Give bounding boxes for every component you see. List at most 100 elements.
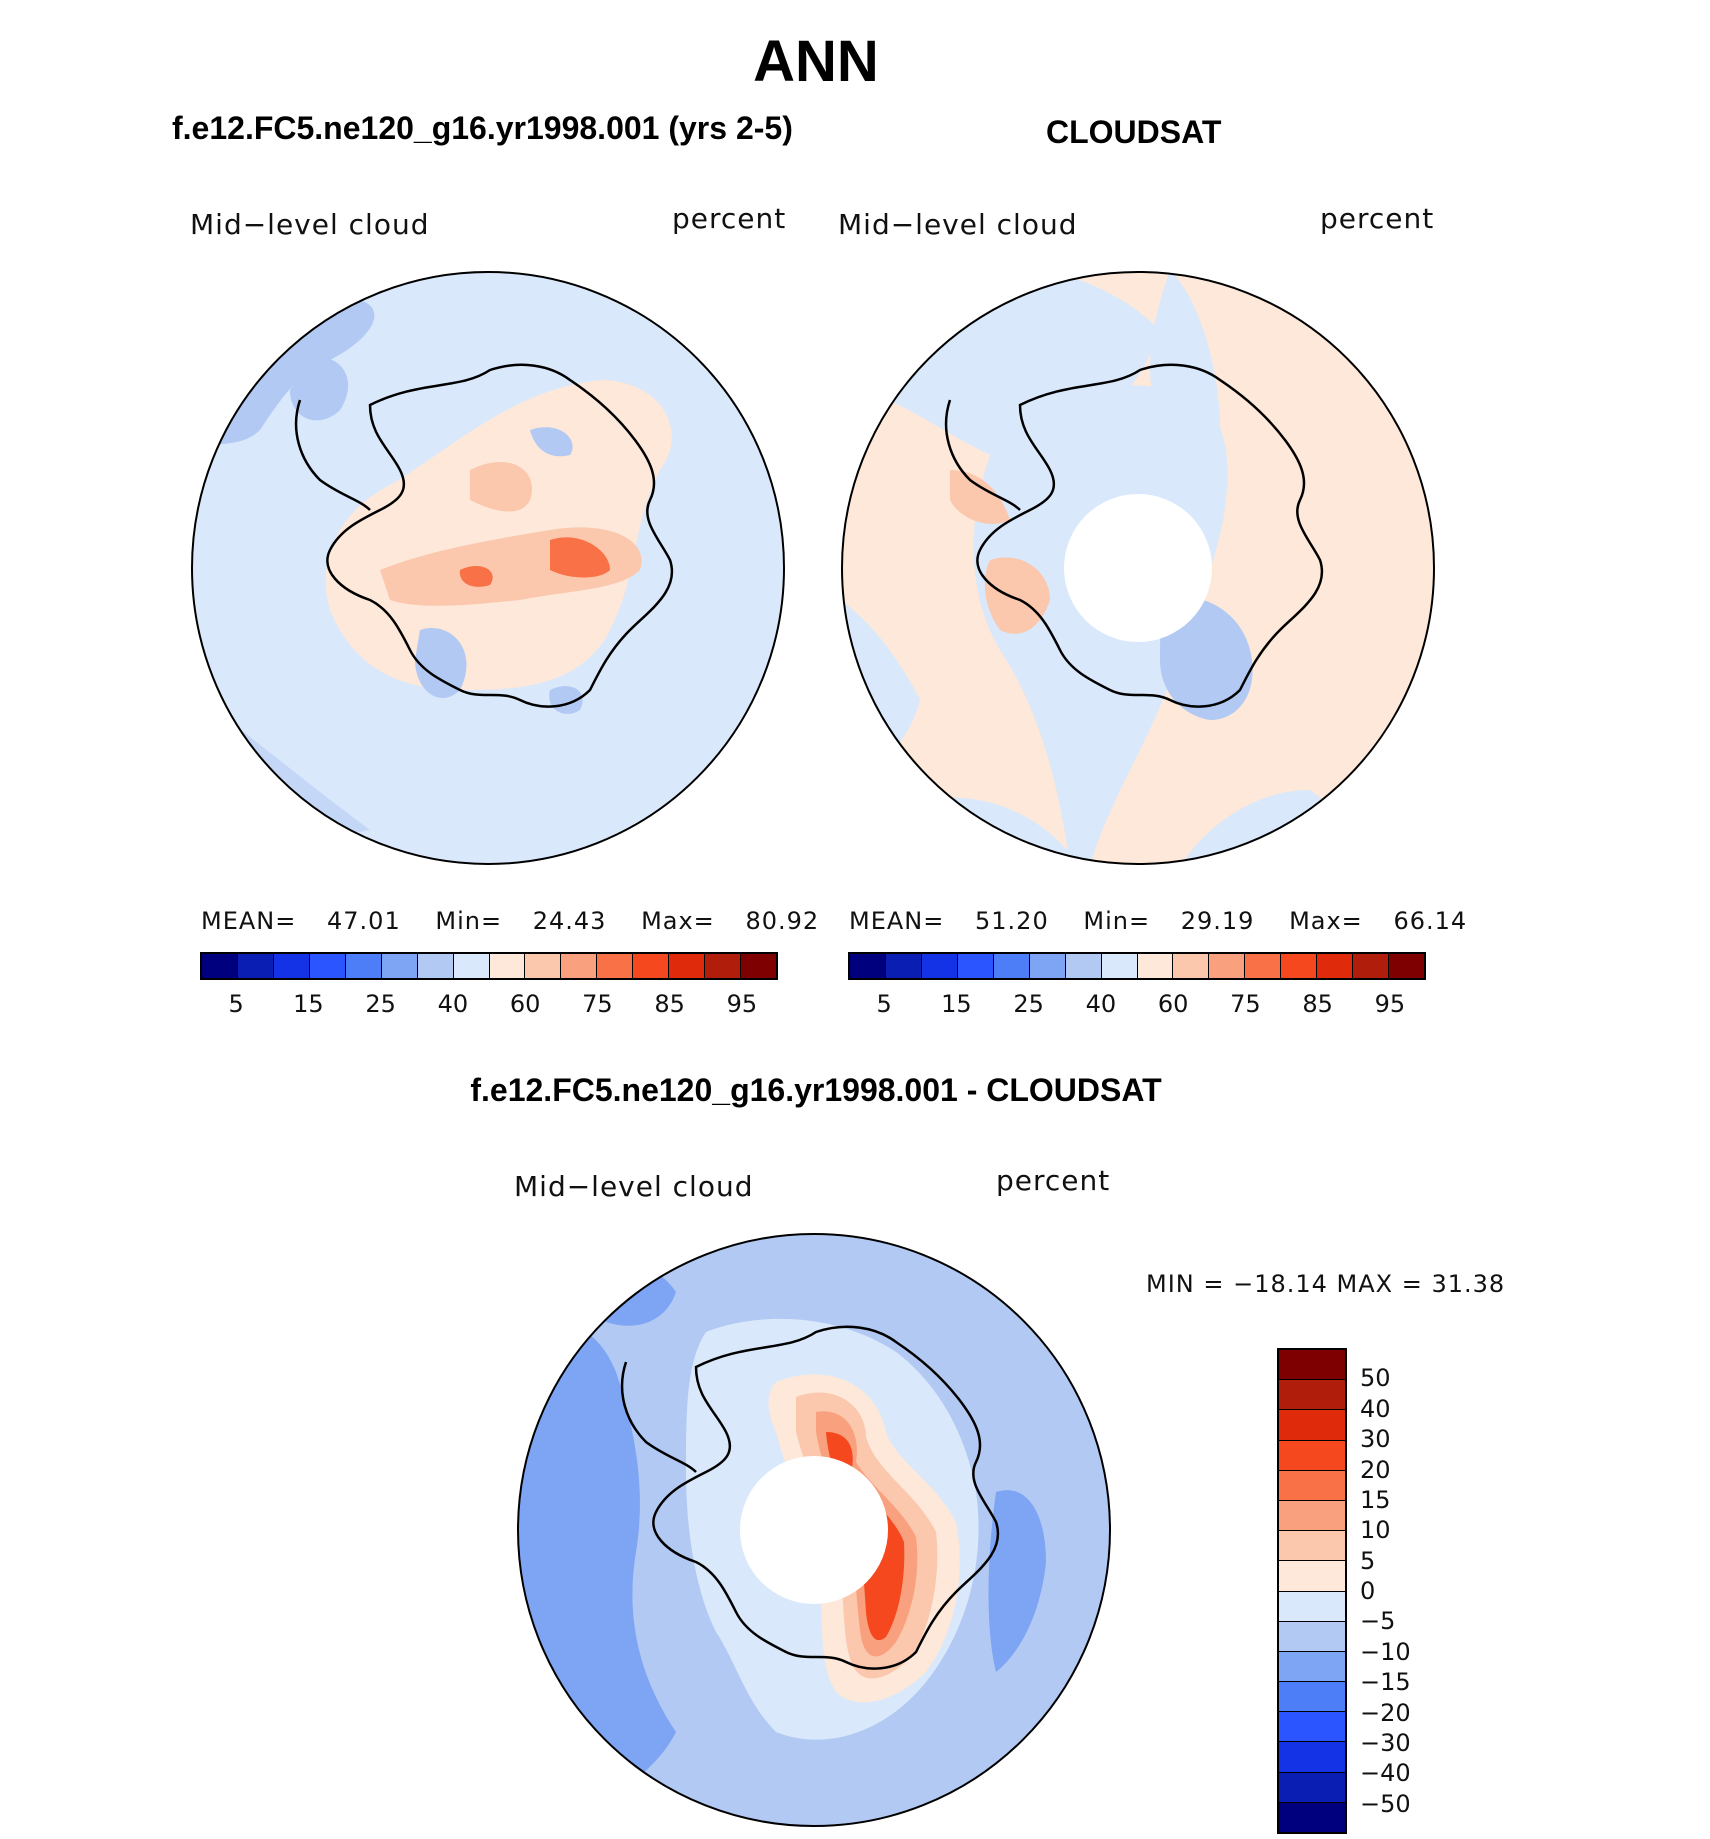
colorbar-tick-label: −40 <box>1360 1759 1411 1788</box>
colorbar-swatch <box>1279 1591 1345 1622</box>
mean-label: MEAN= <box>849 907 945 935</box>
model-units-label: percent <box>672 202 787 235</box>
colorbar-tick-label: −20 <box>1360 1698 1411 1727</box>
colorbar-swatch <box>202 954 238 978</box>
colorbar-swatch <box>1317 954 1354 978</box>
colorbar-tick-label: 60 <box>1157 990 1189 1018</box>
colorbar-tick-label: 30 <box>1360 1425 1391 1454</box>
colorbar-swatch <box>417 954 454 978</box>
max-label: Max= <box>641 907 715 935</box>
colorbar-swatch <box>273 954 310 978</box>
colorbar-swatch <box>1279 1802 1345 1832</box>
model-variable-label: Mid−level cloud <box>190 208 430 241</box>
colorbar-tick-label: 95 <box>1374 990 1406 1018</box>
colorbar-swatch <box>561 954 598 978</box>
obs-colorbar <box>848 952 1426 980</box>
colorbar-swatch <box>1279 1621 1345 1652</box>
obs-cloud-field <box>950 470 1010 524</box>
colorbar-swatch <box>453 954 490 978</box>
colorbar-swatch <box>1173 954 1210 978</box>
model-colorbar <box>200 952 778 980</box>
diff-coastline <box>652 1325 1000 1670</box>
min-value: 29.19 <box>1180 907 1255 935</box>
colorbar-swatch <box>1279 1682 1345 1713</box>
colorbar-swatch <box>525 954 562 978</box>
colorbar-tick-label: 85 <box>654 990 685 1018</box>
mean-label: MEAN= <box>201 907 297 935</box>
diff-minmax: MIN = −18.14 MAX = 31.38 <box>1146 1270 1506 1298</box>
obs-stats: MEAN= 51.20 Min= 29.19 Max= 66.14 <box>849 907 1467 935</box>
model-map <box>191 271 785 865</box>
colorbar-swatch <box>957 954 994 978</box>
diff-colorbar-ticks: 50 40 30 20 15 10 5 0 −5 −10 −15 −20 −30 −40 −50 <box>1360 1348 1460 1834</box>
obs-missing-data-hole <box>1064 494 1212 642</box>
colorbar-tick-label: 15 <box>941 990 972 1018</box>
colorbar-tick-label: 10 <box>1360 1516 1391 1545</box>
colorbar-swatch <box>1279 1500 1345 1532</box>
diff-units-label: percent <box>996 1164 1111 1197</box>
colorbar-swatch <box>1279 1561 1345 1592</box>
colorbar-tick-label: 95 <box>726 990 758 1018</box>
colorbar-swatch <box>345 954 382 978</box>
colorbar-swatch <box>1137 954 1174 978</box>
colorbar-swatch <box>1389 954 1424 978</box>
colorbar-tick-label: −10 <box>1360 1637 1411 1666</box>
obs-units-label: percent <box>1320 202 1435 235</box>
colorbar-tick-label: 75 <box>1230 990 1261 1018</box>
colorbar-tick-label: 40 <box>1360 1394 1391 1423</box>
max-value: 66.14 <box>1393 907 1468 935</box>
min-label: Min= <box>1083 907 1151 935</box>
obs-colorbar-ticks: 5 15 25 40 60 75 85 95 <box>848 990 1426 1020</box>
colorbar-swatch <box>741 954 776 978</box>
colorbar-swatch <box>309 954 346 978</box>
colorbar-swatch <box>1279 1380 1345 1411</box>
diff-peninsula-coastline <box>620 1361 697 1473</box>
colorbar-tick-label: 40 <box>1085 990 1117 1018</box>
colorbar-tick-label: 50 <box>1360 1364 1391 1393</box>
model-cloud-field <box>470 461 532 512</box>
model-map-border <box>191 271 785 865</box>
colorbar-swatch <box>669 954 706 978</box>
colorbar-tick-label: 25 <box>365 990 396 1018</box>
colorbar-swatch <box>237 954 274 978</box>
mean-value: 47.01 <box>327 907 401 935</box>
obs-coastline <box>976 363 1324 708</box>
colorbar-tick-label: 25 <box>1013 990 1044 1018</box>
colorbar-swatch <box>633 954 670 978</box>
colorbar-swatch <box>885 954 922 978</box>
obs-peninsula-coastline <box>944 399 1021 511</box>
colorbar-tick-label: −15 <box>1360 1668 1411 1697</box>
colorbar-swatch <box>1279 1440 1345 1471</box>
colorbar-tick-label: 5 <box>1360 1546 1376 1575</box>
model-coastline <box>326 363 674 708</box>
colorbar-swatch <box>921 954 958 978</box>
colorbar-tick-label: −5 <box>1360 1607 1396 1636</box>
diff-map <box>517 1233 1111 1827</box>
colorbar-tick-label: 60 <box>509 990 541 1018</box>
colorbar-tick-label: 5 <box>876 990 892 1018</box>
min-label: Min= <box>435 907 503 935</box>
mean-value: 51.20 <box>975 907 1049 935</box>
obs-panel-title: CLOUDSAT <box>1046 114 1222 150</box>
colorbar-swatch <box>1279 1350 1345 1381</box>
diff-missing-data-hole <box>740 1456 888 1604</box>
model-low-cloud-region <box>415 628 467 699</box>
diff-map-border <box>517 1233 1111 1827</box>
colorbar-swatch <box>489 954 526 978</box>
colorbar-tick-label: 75 <box>582 990 613 1018</box>
colorbar-tick-label: 15 <box>1360 1485 1391 1514</box>
colorbar-swatch <box>1279 1470 1345 1501</box>
model-panel-title: f.e12.FC5.ne120_g16.yr1998.001 (yrs 2-5) <box>172 110 793 146</box>
obs-variable-label: Mid−level cloud <box>838 208 1078 241</box>
colorbar-swatch <box>1101 954 1138 978</box>
obs-negative-cloud-region <box>1160 597 1253 720</box>
max-value: 80.92 <box>745 907 820 935</box>
colorbar-swatch <box>1245 954 1282 978</box>
model-antarctic-field <box>325 380 672 690</box>
colorbar-swatch <box>381 954 418 978</box>
figure-title: ANN <box>753 29 879 94</box>
model-stats: MEAN= 47.01 Min= 24.43 Max= 80.92 <box>201 907 819 935</box>
model-colorbar-ticks: 5 15 25 40 60 75 85 95 <box>200 990 778 1020</box>
colorbar-swatch <box>850 954 886 978</box>
model-low-cloud-region <box>530 427 573 457</box>
